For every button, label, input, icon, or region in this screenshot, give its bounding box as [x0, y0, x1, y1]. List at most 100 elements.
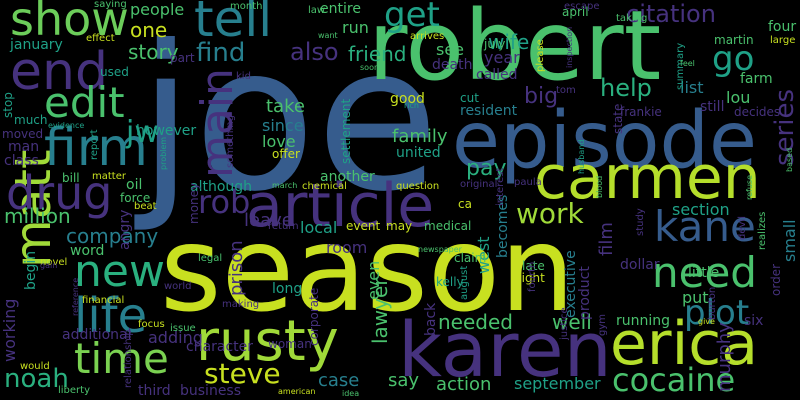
word-saying: saying	[94, 0, 127, 10]
word-return: return	[268, 221, 299, 232]
word-report: report	[89, 129, 100, 160]
word-running: running	[616, 313, 671, 329]
word-law: law	[308, 5, 326, 16]
word-resident: resident	[460, 103, 518, 119]
word-firm: firm	[44, 118, 148, 178]
word-question: question	[396, 181, 440, 192]
word-corporate: corporate	[307, 287, 321, 346]
word-soon: soon	[360, 63, 380, 72]
word-paula: paula	[514, 177, 542, 188]
word-wife: wife	[488, 30, 530, 54]
word-july: july	[484, 37, 506, 51]
word-beat: beat	[134, 201, 157, 212]
word-refuse: refuse	[745, 174, 754, 200]
word-friend: friend	[348, 42, 407, 66]
word-rusty: rusty	[196, 309, 339, 374]
word-justice: justice	[559, 307, 570, 340]
word-entire: entire	[320, 1, 361, 17]
word-business: business	[180, 383, 242, 399]
word-april: april	[562, 5, 589, 19]
word-erica: erica	[610, 309, 759, 379]
word-order: order	[769, 264, 783, 296]
word-love: love	[262, 132, 296, 151]
word-steve: steve	[204, 357, 281, 390]
word-cut: cut	[460, 91, 479, 105]
word-although: although	[190, 179, 253, 195]
word-chemical: chemical	[302, 181, 347, 192]
word-cocaine: cocaine	[612, 361, 736, 399]
word-even: even	[364, 260, 383, 300]
word-kid: kid	[236, 71, 251, 82]
word-new: new	[74, 246, 165, 297]
word-life: life	[74, 288, 148, 344]
word-working: working	[0, 298, 19, 362]
word-claim: claim	[454, 251, 487, 265]
word-long: long	[272, 281, 303, 297]
word-study: study	[635, 208, 646, 236]
word-want: want	[318, 31, 338, 40]
word-needed: needed	[438, 310, 513, 334]
word-citation: citation	[626, 0, 716, 28]
word-evidence: evidence	[48, 121, 85, 130]
word-night: night	[514, 271, 545, 285]
word-people: people	[130, 0, 185, 19]
word-medical: medical	[424, 219, 472, 233]
word-case: case	[318, 370, 360, 391]
word-room: room	[326, 238, 368, 257]
word-article: article	[246, 171, 435, 241]
word-liberty: liberty	[58, 385, 91, 396]
word-run: run	[342, 18, 369, 37]
word-feel: feel	[680, 59, 695, 68]
word-much: much	[14, 113, 48, 127]
word-joe: joe	[138, 3, 439, 236]
word-woman: woman	[268, 337, 312, 351]
word-newspaper: newspaper	[418, 245, 462, 254]
word-effect: effect	[86, 33, 115, 44]
word-angry: angry	[117, 209, 133, 250]
word-story: story	[128, 40, 179, 64]
word-need: need	[652, 248, 757, 297]
word-money: money	[187, 182, 201, 224]
word-interest: interest	[495, 167, 506, 206]
word-matter: matter	[92, 171, 126, 182]
word-karen: karen	[398, 305, 612, 394]
word-jw: jw	[126, 115, 159, 150]
word-may: may	[386, 219, 413, 233]
word-martin: martin	[714, 33, 754, 47]
word-lou: lou	[726, 88, 751, 107]
word-section: section	[672, 200, 730, 219]
word-force: force	[120, 191, 151, 205]
word-company: company	[66, 224, 159, 248]
word-murphy: murphy	[714, 322, 735, 392]
word-plot: plot	[684, 293, 750, 333]
word-show: show	[10, 0, 129, 46]
word-well: well	[552, 310, 592, 334]
word-say: say	[388, 370, 420, 391]
word-united: united	[396, 145, 441, 161]
word-tom: tom	[556, 85, 576, 96]
word-ca: ca	[458, 197, 472, 211]
word-taking: taking	[616, 13, 648, 24]
word-gain: gain	[40, 261, 58, 270]
word-begin: begin	[23, 250, 39, 290]
word-back: back	[423, 302, 439, 336]
word-kelly: kelly	[436, 275, 464, 289]
word-drug: drug	[6, 166, 113, 220]
word-robert: robert	[368, 0, 662, 102]
word-offer: offer	[272, 147, 300, 161]
word-find: find	[196, 38, 246, 68]
word-issue: issue	[170, 323, 196, 334]
word-january: january	[10, 37, 63, 53]
word-class: class	[4, 153, 39, 169]
word-year: year	[484, 48, 520, 67]
word-oil: oil	[126, 177, 143, 193]
word-blood: blood	[595, 175, 604, 198]
word-fourth: fourth	[527, 261, 538, 292]
word-reference: reference	[71, 277, 80, 316]
word-tell: tell	[194, 0, 273, 48]
word-death: death	[432, 57, 473, 73]
word-september: september	[514, 374, 601, 393]
word-burton: burton	[707, 286, 718, 320]
word-idea: idea	[342, 389, 360, 398]
word-put: put	[682, 288, 709, 307]
